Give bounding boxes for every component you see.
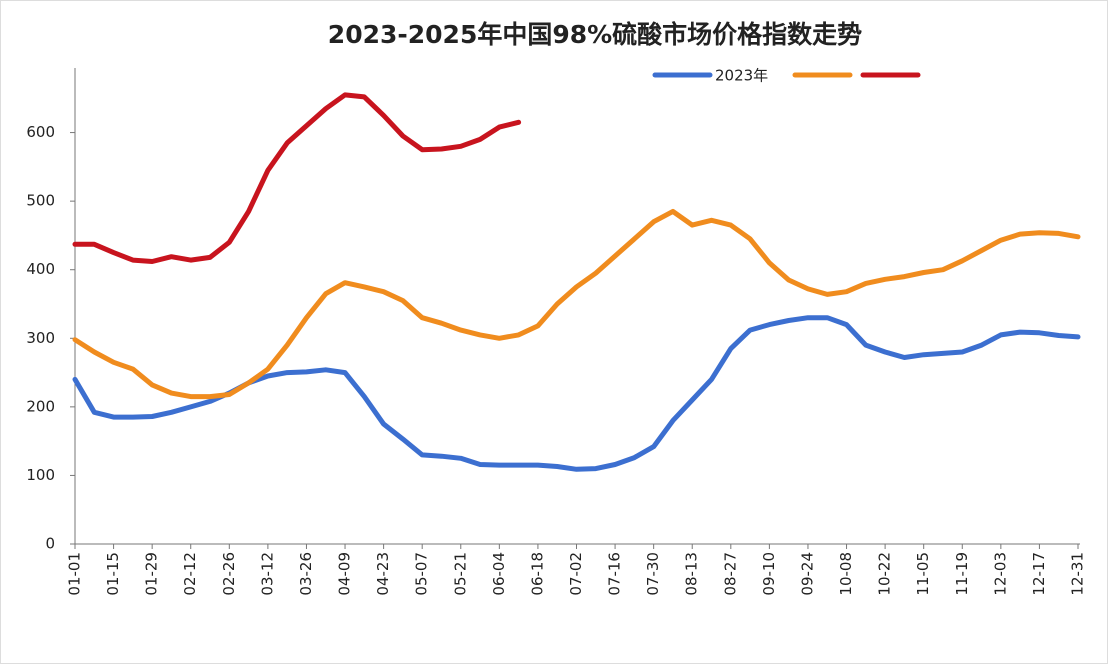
- y-tick-label: 300: [26, 329, 55, 347]
- x-tick-label: 02-26: [220, 552, 238, 596]
- chart-title: 2023-2025年中国98%硫酸市场价格指数走势: [328, 20, 862, 49]
- x-tick-label: 03-12: [258, 552, 276, 596]
- series-line: [72, 208, 1081, 400]
- y-tick-label: 200: [26, 397, 55, 415]
- x-tick-label: 01-15: [104, 552, 122, 596]
- legend-label: 2023年: [715, 67, 768, 85]
- x-tick-label: 07-30: [644, 552, 662, 596]
- x-tick-label: 07-02: [567, 552, 585, 596]
- x-tick-label: 03-26: [297, 552, 315, 596]
- x-tick-label: 07-16: [606, 552, 624, 596]
- x-tick-label: 12-03: [991, 552, 1009, 596]
- x-tick-label: 12-31: [1069, 552, 1087, 596]
- y-tick-label: 500: [26, 192, 55, 210]
- y-tick-label: 100: [26, 466, 55, 484]
- x-tick-label: 06-04: [490, 552, 508, 596]
- x-tick-label: 04-23: [374, 552, 392, 596]
- x-tick-label: 11-05: [914, 552, 932, 596]
- x-tick-label: 09-10: [760, 552, 778, 596]
- x-tick-label: 05-07: [413, 552, 431, 596]
- x-tick-label: 01-01: [66, 552, 84, 596]
- y-tick-label: 0: [45, 535, 55, 553]
- y-tick-label: 400: [26, 260, 55, 278]
- series-line: [72, 92, 522, 264]
- x-tick-label: 10-08: [837, 552, 855, 596]
- x-tick-label: 10-22: [876, 552, 894, 596]
- x-tick-label: 05-21: [451, 552, 469, 596]
- x-tick-label: 04-09: [336, 552, 354, 596]
- x-tick-label: 08-27: [721, 552, 739, 596]
- x-tick-label: 12-17: [1030, 552, 1048, 596]
- x-tick-label: 01-29: [143, 552, 161, 596]
- x-tick-label: 02-12: [181, 552, 199, 596]
- x-tick-label: 06-18: [528, 552, 546, 596]
- x-tick-label: 09-24: [798, 552, 816, 596]
- x-tick-label: 11-19: [953, 552, 971, 596]
- y-tick-label: 600: [26, 123, 55, 141]
- x-tick-label: 08-13: [683, 552, 701, 596]
